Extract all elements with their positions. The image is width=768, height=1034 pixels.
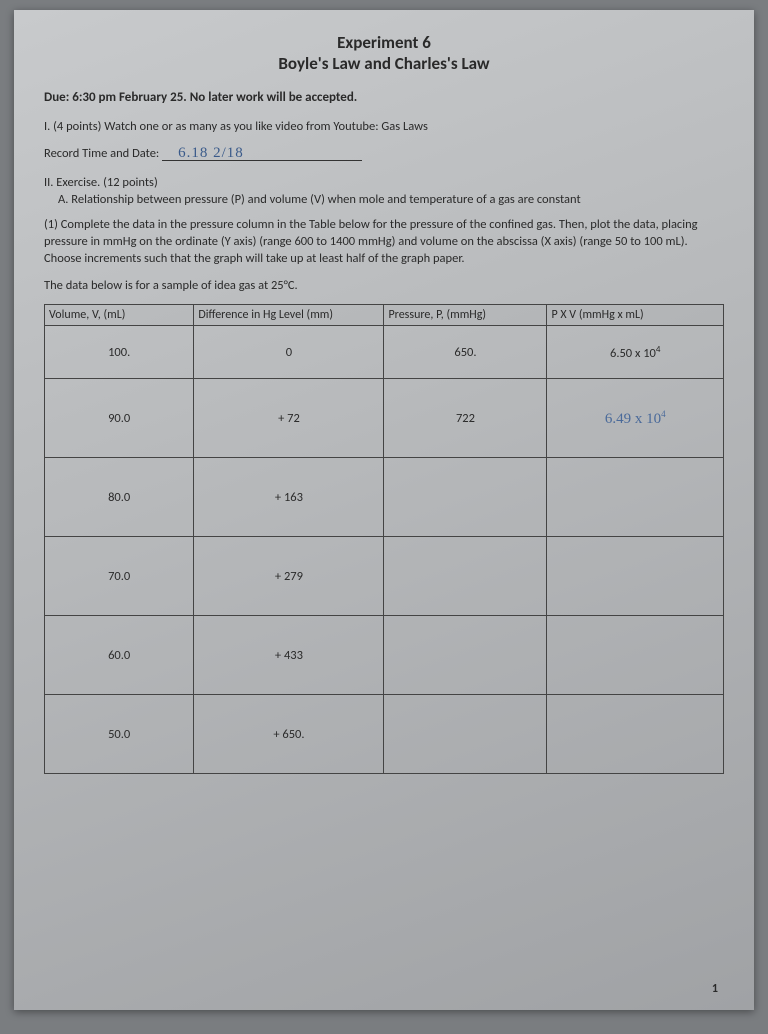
cell-volume: 50.0 [45,695,194,774]
cell-pv [547,458,724,537]
col-pv: P X V (mmHg x mL) [547,305,724,326]
table-row: 60.0+ 433 [45,616,724,695]
col-pressure: Pressure, P, (mmHg) [384,305,547,326]
record-blank[interactable]: 6.18 2/18 [162,160,362,161]
due-line: Due: 6:30 pm February 25. No later work … [44,90,724,105]
cell-pv [547,695,724,774]
cell-diff: + 650. [194,695,384,774]
worksheet-page: Experiment 6 Boyle's Law and Charles's L… [14,10,754,1010]
cell-diff: + 279 [194,537,384,616]
cell-volume: 80.0 [45,458,194,537]
cell-pressure [384,616,547,695]
part-a: A. Relationship between pressure (P) and… [58,192,724,207]
cell-pv: 6.50 x 104 [547,326,724,379]
table-header-row: Volume, V, (mL) Difference in Hg Level (… [45,305,724,326]
table-row: 90.0+ 727226.49 x 104 [45,379,724,458]
cell-diff: 0 [194,326,384,379]
question-1: I. (4 points) Watch one or as many as yo… [44,119,724,136]
data-table: Volume, V, (mL) Difference in Hg Level (… [44,304,724,774]
cell-diff: + 433 [194,616,384,695]
record-label: Record Time and Date: [44,146,159,161]
table-row: 100.0650.6.50 x 104 [45,326,724,379]
experiment-number: Experiment 6 [44,32,724,53]
cell-volume: 70.0 [45,537,194,616]
experiment-title: Boyle's Law and Charles's Law [44,53,724,74]
record-time-line: Record Time and Date: 6.18 2/18 [44,146,724,161]
cell-pressure [384,695,547,774]
table-row: 80.0+ 163 [45,458,724,537]
cell-volume: 100. [45,326,194,379]
cell-diff: + 72 [194,379,384,458]
data-note: The data below is for a sample of idea g… [44,278,724,295]
col-diff: Difference in Hg Level (mm) [194,305,384,326]
exercise-heading: II. Exercise. (12 points) [44,175,724,190]
table-row: 50.0+ 650. [45,695,724,774]
cell-pv: 6.49 x 104 [547,379,724,458]
page-number: 1 [712,982,718,996]
cell-diff: + 163 [194,458,384,537]
cell-pressure: 722 [384,379,547,458]
cell-pressure: 650. [384,326,547,379]
cell-volume: 60.0 [45,616,194,695]
instructions: (1) Complete the data in the pressure co… [44,217,724,268]
cell-pv [547,537,724,616]
cell-pressure [384,537,547,616]
cell-pv [547,616,724,695]
handwritten-date: 6.18 2/18 [178,145,244,162]
cell-volume: 90.0 [45,379,194,458]
table-row: 70.0+ 279 [45,537,724,616]
col-volume: Volume, V, (mL) [45,305,194,326]
cell-pressure [384,458,547,537]
